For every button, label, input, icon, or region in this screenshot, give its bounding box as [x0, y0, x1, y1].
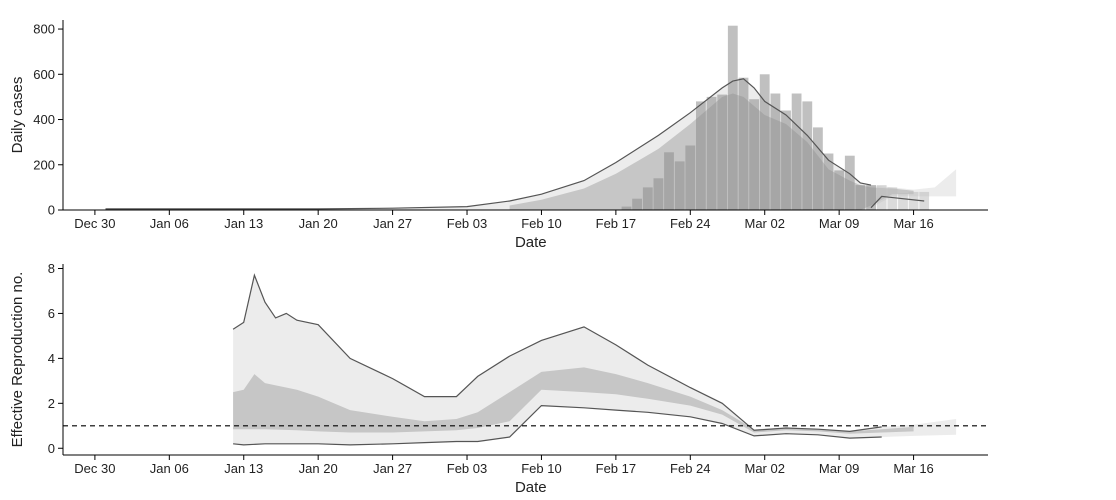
bar-2020-03-07 — [813, 127, 823, 210]
x-tick-label: Jan 06 — [150, 461, 189, 476]
bar-2020-03-03 — [770, 93, 781, 210]
reproduction-number-panel: 0 2 4 6 8 Dec 30 Jan 06 Jan 13 Jan 20 Jan 27 Feb 0… — [9, 261, 988, 496]
bar-2020-03-06 — [802, 101, 813, 210]
bar-2020-03-15 — [898, 193, 908, 210]
x-tick-label: Feb 10 — [521, 216, 561, 231]
x-tick-label: Mar 02 — [744, 461, 784, 476]
bar-2020-02-21 — [653, 178, 664, 210]
bar-2020-03-05 — [791, 93, 802, 210]
bar-2020-02-28 — [727, 25, 738, 211]
x-tick-label: Mar 09 — [819, 461, 859, 476]
uncertainty-band-0 — [233, 275, 957, 445]
y-tick-label: 200 — [33, 157, 55, 172]
bar-2020-03-04 — [781, 110, 791, 210]
bar-2020-02-23 — [674, 161, 685, 210]
y-tick-label: 6 — [48, 306, 55, 321]
bar-2020-03-14 — [887, 187, 898, 210]
series-line-0 — [232, 273, 882, 433]
x-tick-label: Jan 20 — [299, 216, 338, 231]
series-line-1 — [233, 404, 882, 446]
y-axis-title: Daily cases — [9, 77, 26, 154]
series-line-1 — [870, 195, 925, 209]
bar-2020-03-08 — [823, 153, 834, 210]
bar-2020-02-22 — [664, 152, 674, 210]
x-tick-label: Feb 10 — [521, 461, 561, 476]
x-tick-label: Jan 27 — [373, 216, 412, 231]
bar-2020-02-20 — [642, 187, 653, 210]
y-tick-label: 600 — [33, 67, 55, 82]
y-tick-label: 0 — [48, 203, 55, 218]
y-tick-label: 400 — [33, 112, 55, 127]
x-tick-label: Feb 24 — [670, 216, 710, 231]
series-line-0 — [105, 78, 872, 210]
bar-2020-02-24 — [685, 145, 696, 210]
daily-cases-panel: 0 200 400 600 800 Dec 30 Jan 06 Jan 13 Jan 20 Jan… — [9, 20, 988, 251]
y-tick-label: 800 — [33, 22, 55, 37]
bar-2020-02-19 — [632, 198, 642, 210]
bar-2020-02-18 — [621, 206, 632, 210]
x-tick-label: Mar 16 — [893, 461, 933, 476]
bar-2020-03-10 — [844, 155, 855, 210]
y-tick-label: 0 — [48, 441, 55, 456]
bar-2020-02-25 — [696, 101, 706, 210]
bar-2020-03-13 — [876, 185, 887, 210]
x-tick-label: Mar 16 — [893, 216, 933, 231]
bar-2020-03-02 — [759, 74, 770, 210]
x-tick-label: Jan 27 — [373, 461, 412, 476]
bar-2020-02-29 — [738, 77, 749, 210]
x-tick-label: Dec 30 — [74, 216, 115, 231]
x-tick-label: Mar 02 — [744, 216, 784, 231]
y-tick-label: 8 — [48, 261, 55, 276]
x-axis-title: Date — [515, 234, 547, 251]
x-axis-title: Date — [515, 479, 547, 496]
bar-2020-02-27 — [717, 94, 728, 210]
x-tick-label: Feb 17 — [596, 461, 636, 476]
x-tick-label: Mar 09 — [819, 216, 859, 231]
uncertainty-band-1 — [233, 367, 914, 434]
bar-2020-03-01 — [749, 99, 759, 210]
bar-2020-03-09 — [834, 170, 845, 210]
y-axis-title: Effective Reproduction no. — [9, 272, 26, 448]
bar-2020-03-16 — [908, 191, 919, 210]
x-tick-label: Jan 06 — [150, 216, 189, 231]
x-tick-label: Feb 03 — [447, 461, 487, 476]
bar-2020-03-11 — [855, 185, 866, 210]
x-tick-label: Jan 13 — [224, 461, 263, 476]
y-tick-label: 2 — [48, 396, 55, 411]
bar-2020-03-12 — [866, 185, 876, 210]
bar-2020-02-26 — [706, 96, 717, 210]
y-tick-label: 4 — [48, 351, 55, 366]
x-tick-label: Dec 30 — [74, 461, 115, 476]
x-tick-label: Feb 17 — [596, 216, 636, 231]
x-tick-label: Jan 13 — [224, 216, 263, 231]
x-tick-label: Jan 20 — [299, 461, 338, 476]
x-tick-label: Feb 24 — [670, 461, 710, 476]
x-tick-label: Feb 03 — [447, 216, 487, 231]
